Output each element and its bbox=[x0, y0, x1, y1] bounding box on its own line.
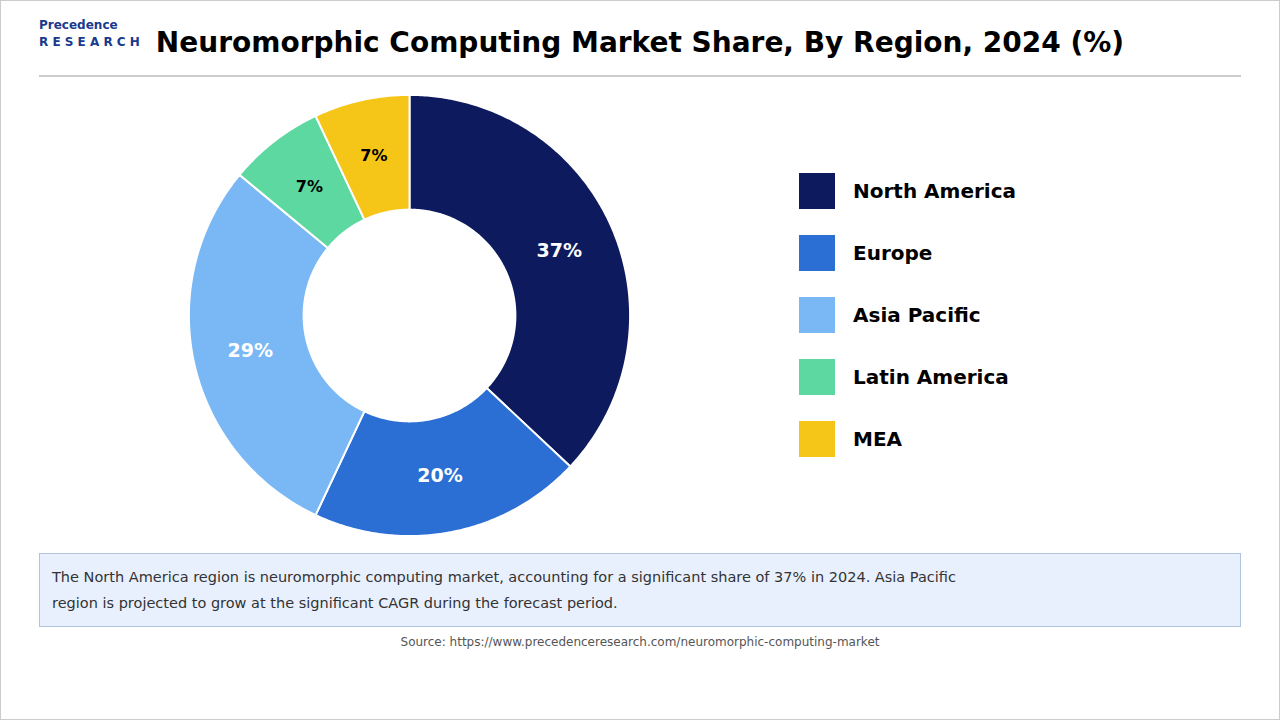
html-text:Latin America: Latin America bbox=[853, 365, 1009, 389]
html-text:Precedence: Precedence bbox=[39, 18, 118, 32]
html-text:MEA: MEA bbox=[853, 427, 902, 451]
svg-text:20%: 20% bbox=[417, 464, 462, 486]
svg-text:37%: 37% bbox=[537, 239, 582, 261]
html-text:Neuromorphic Computing Market: Neuromorphic Computing Market Share, By … bbox=[155, 26, 1125, 59]
svg-text:7%: 7% bbox=[360, 146, 387, 165]
html-text:Asia Pacific: Asia Pacific bbox=[853, 303, 981, 327]
html-text:The North America region is ne: The North America region is neuromorphic… bbox=[52, 569, 956, 612]
html-text:Europe: Europe bbox=[853, 241, 933, 265]
html-text:R E S E A R C H: R E S E A R C H bbox=[39, 34, 140, 49]
html-text:North America: North America bbox=[853, 179, 1017, 203]
svg-text:29%: 29% bbox=[227, 339, 272, 361]
html-text:Source: https://www.precedence: Source: https://www.precedenceresearch.c… bbox=[400, 635, 880, 650]
svg-text:7%: 7% bbox=[296, 177, 323, 196]
